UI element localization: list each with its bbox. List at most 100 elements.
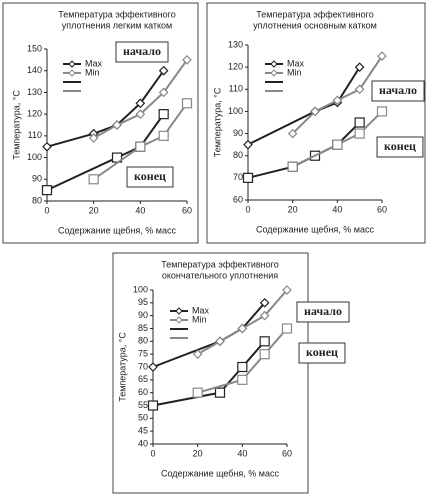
x-tick-label: 20 xyxy=(89,205,99,215)
x-axis-label: Содержание щебня, % масс xyxy=(256,224,375,234)
marker-square xyxy=(259,336,270,347)
annotation: начало xyxy=(379,83,417,97)
marker-square xyxy=(192,387,203,398)
marker-square xyxy=(147,400,159,411)
annotation-box xyxy=(371,80,425,102)
y-tick-label: 70 xyxy=(138,361,148,371)
x-tick-label: 0 xyxy=(245,204,250,214)
legend-label: Max xyxy=(287,58,305,68)
marker-diamond xyxy=(182,55,192,65)
marker-square xyxy=(354,128,365,139)
series-line xyxy=(197,327,288,394)
marker-diamond xyxy=(135,98,146,109)
y-tick-label: 75 xyxy=(138,349,148,359)
annotation-box xyxy=(376,136,424,158)
legend-label: Min xyxy=(192,314,207,324)
marker-square xyxy=(181,98,193,109)
marker-square xyxy=(158,109,169,120)
x-tick-label: 40 xyxy=(237,448,247,458)
legend-label: Min xyxy=(287,67,302,77)
marker-diamond xyxy=(259,310,270,321)
y-tick-label: 110 xyxy=(28,130,42,140)
marker-square xyxy=(354,117,365,128)
annotation: конец xyxy=(306,345,338,359)
marker-square xyxy=(242,172,254,183)
annotation: начало xyxy=(123,44,161,58)
marker-diamond xyxy=(259,297,270,308)
legend-marker xyxy=(175,316,183,324)
y-tick-label: 120 xyxy=(228,62,243,72)
y-tick-label: 45 xyxy=(138,426,148,436)
marker-diamond xyxy=(287,128,298,139)
annotation-box xyxy=(115,41,169,63)
y-tick-label: 80 xyxy=(138,336,148,346)
annotation: начало xyxy=(304,304,342,318)
chart-title: Температура эффективного xyxy=(58,9,175,19)
marker-diamond xyxy=(310,106,320,117)
panel-frame xyxy=(2,2,199,244)
series-line xyxy=(46,113,165,192)
y-tick-label: 60 xyxy=(138,387,148,397)
y-axis-label: Температура, °C xyxy=(212,87,222,157)
legend-marker xyxy=(68,69,76,77)
x-tick-label: 40 xyxy=(332,204,342,214)
marker-diamond xyxy=(158,87,169,98)
x-tick-label: 0 xyxy=(150,448,155,458)
legend-marker xyxy=(270,60,278,68)
marker-diamond xyxy=(354,62,365,72)
x-tick-label: 60 xyxy=(282,448,292,458)
legend-marker xyxy=(270,69,278,77)
chart-title: уплотнения легким катком xyxy=(62,20,173,30)
marker-diamond xyxy=(237,323,248,334)
marker-diamond xyxy=(42,141,52,152)
marker-square xyxy=(214,387,226,398)
annotation: конец xyxy=(134,169,166,183)
marker-square xyxy=(158,130,169,141)
x-tick-label: 20 xyxy=(193,448,203,458)
chart-title: уплотнения основным катком xyxy=(253,20,377,30)
marker-square xyxy=(237,361,248,373)
x-tick-label: 40 xyxy=(135,205,145,215)
legend-label: Max xyxy=(85,58,103,68)
y-tick-label: 100 xyxy=(27,152,42,162)
y-tick-label: 90 xyxy=(32,174,42,184)
chart-title: Температура эффективного xyxy=(256,9,373,19)
series-line xyxy=(152,340,266,407)
marker-diamond xyxy=(354,84,365,95)
x-tick-label: 20 xyxy=(288,204,298,214)
legend-marker xyxy=(68,60,76,68)
y-tick-label: 80 xyxy=(233,150,243,160)
y-axis-label: Температура, °C xyxy=(11,90,21,160)
x-axis-label: Содержание щебня, % масс xyxy=(58,225,177,235)
y-tick-label: 80 xyxy=(32,195,42,205)
annotation-box xyxy=(126,166,174,188)
chart-title: окончательного уплотнения xyxy=(162,270,278,280)
marker-square xyxy=(41,185,53,196)
marker-square xyxy=(88,174,99,185)
y-tick-label: 110 xyxy=(229,84,243,94)
marker-diamond xyxy=(332,95,343,106)
y-tick-label: 90 xyxy=(138,310,148,320)
legend-label: Max xyxy=(192,305,210,315)
panel-frame xyxy=(112,252,309,494)
marker-diamond xyxy=(158,65,169,76)
series-line xyxy=(292,110,383,168)
marker-square xyxy=(287,161,298,172)
marker-square xyxy=(135,141,146,152)
marker-diamond xyxy=(88,133,99,143)
y-tick-label: 95 xyxy=(138,297,148,307)
y-tick-label: 90 xyxy=(233,128,243,138)
y-tick-label: 140 xyxy=(27,65,42,75)
y-tick-label: 130 xyxy=(228,39,243,49)
marker-square xyxy=(237,374,248,385)
x-tick-label: 60 xyxy=(377,204,387,214)
y-tick-label: 100 xyxy=(228,106,243,116)
x-axis-label: Содержание щебня, % масс xyxy=(161,468,280,478)
marker-diamond xyxy=(377,51,387,61)
y-tick-label: 85 xyxy=(138,323,148,333)
y-tick-label: 70 xyxy=(233,172,243,182)
y-tick-label: 40 xyxy=(138,438,148,448)
legend-marker xyxy=(175,307,183,315)
